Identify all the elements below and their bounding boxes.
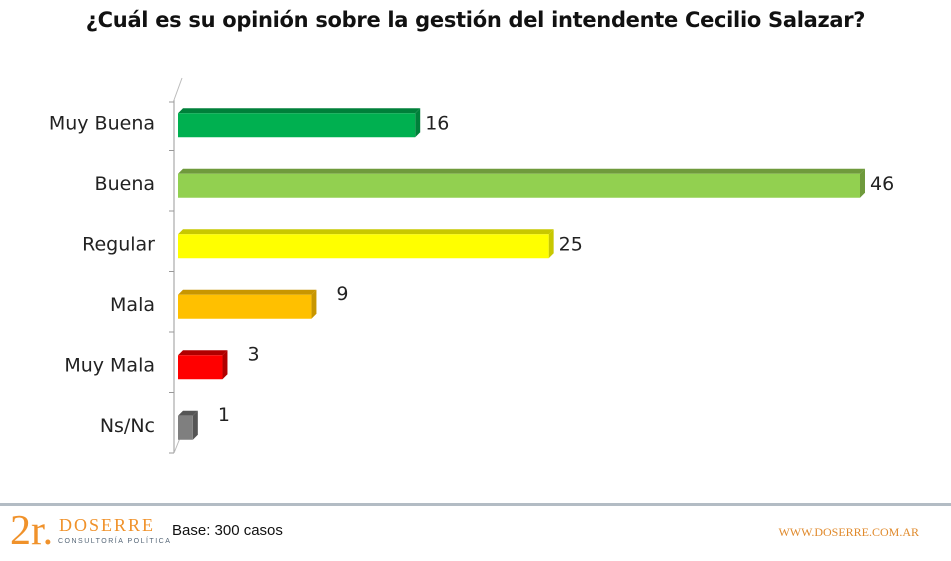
data-label: 9 — [336, 283, 348, 305]
bar-chart: Muy Buena 16 Buena 46 Regular 25 Mala 9 Muy Mala… — [49, 77, 894, 454]
data-label: 46 — [870, 173, 894, 195]
bar-top-2 — [178, 229, 554, 235]
bar-side-0 — [415, 108, 421, 138]
bar-4 — [178, 355, 223, 380]
bar-3 — [178, 294, 312, 319]
bar-1 — [178, 173, 860, 198]
bar-top-0 — [178, 108, 421, 114]
chart-title: ¿Cuál es su opinión sobre la gestión del… — [85, 8, 866, 32]
data-label: 3 — [247, 343, 259, 365]
data-label: 25 — [559, 233, 583, 255]
base-note: Base: 300 casos — [172, 522, 283, 539]
category-label: Muy Buena — [49, 112, 155, 134]
category-label: Regular — [82, 233, 155, 255]
category-label: Muy Mala — [64, 354, 155, 376]
logo-subtitle: CONSULTORÍA POLÍTICA — [58, 538, 172, 545]
data-label: 1 — [218, 404, 230, 426]
bar-0 — [178, 113, 416, 138]
bar-top-1 — [178, 168, 865, 174]
bar-side-3 — [311, 289, 317, 319]
bar-side-2 — [548, 229, 554, 259]
bar-top-3 — [178, 289, 317, 295]
bar-side-5 — [192, 410, 198, 440]
category-label: Mala — [110, 294, 155, 316]
logo-mark: 2r. — [10, 508, 54, 554]
footer-divider — [0, 503, 951, 506]
bar-top-4 — [178, 350, 228, 356]
category-label: Buena — [95, 173, 155, 195]
category-label: Ns/Nc — [100, 415, 155, 437]
bar-side-4 — [222, 350, 228, 380]
logo-name: DOSERRE — [59, 515, 156, 535]
website-link[interactable]: WWW.DOSERRE.COM.AR — [778, 525, 919, 539]
bar-5 — [178, 415, 193, 440]
data-label: 16 — [425, 112, 449, 134]
bar-2 — [178, 234, 549, 259]
y-axis-depth-top — [173, 77, 183, 101]
bar-top-5 — [178, 410, 198, 416]
bar-side-1 — [860, 168, 865, 198]
